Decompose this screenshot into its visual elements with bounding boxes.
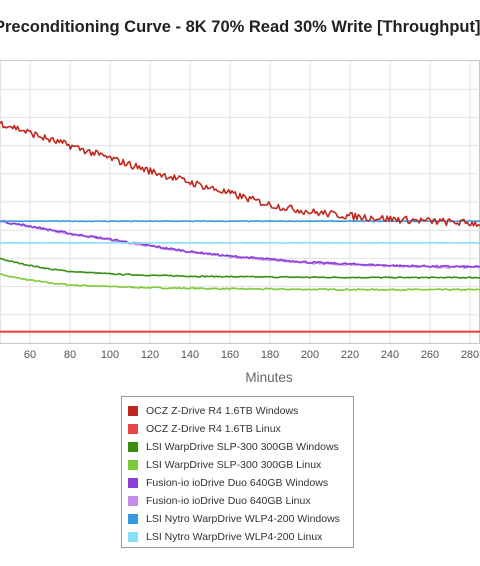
x-tick-label: 120 <box>141 349 159 361</box>
legend-swatch <box>128 514 138 524</box>
x-tick-label: 220 <box>341 349 359 361</box>
legend-label: LSI Nytro WarpDrive WLP4-200 Linux <box>146 531 323 543</box>
x-tick-label: 200 <box>301 349 319 361</box>
legend-label: LSI WarpDrive SLP-300 300GB Linux <box>146 459 322 471</box>
legend-item: LSI WarpDrive SLP-300 300GB Linux <box>128 456 353 474</box>
legend: OCZ Z-Drive R4 1.6TB Windows OCZ Z-Drive … <box>121 396 354 548</box>
series-line <box>0 257 480 279</box>
legend-item: LSI Nytro WarpDrive WLP4-200 Windows <box>128 510 353 528</box>
legend-item: OCZ Z-Drive R4 1.6TB Windows <box>128 402 353 420</box>
legend-label: OCZ Z-Drive R4 1.6TB Linux <box>146 423 281 435</box>
legend-swatch <box>128 532 138 542</box>
x-tick-label: 140 <box>181 349 199 361</box>
x-tick-label: 60 <box>24 349 36 361</box>
legend-swatch <box>128 442 138 452</box>
legend-item: LSI Nytro WarpDrive WLP4-200 Linux <box>128 528 353 546</box>
x-axis-title: Minutes <box>245 370 293 385</box>
legend-swatch <box>128 424 138 434</box>
legend-swatch <box>128 496 138 506</box>
x-tick-label: 260 <box>421 349 439 361</box>
legend-swatch <box>128 460 138 470</box>
legend-label: Fusion-io ioDrive Duo 640GB Linux <box>146 495 311 507</box>
legend-item: Fusion-io ioDrive Duo 640GB Linux <box>128 492 353 510</box>
x-tick-label: 180 <box>261 349 279 361</box>
legend-label: Fusion-io ioDrive Duo 640GB Windows <box>146 477 329 489</box>
legend-swatch <box>128 406 138 416</box>
series-line <box>0 219 480 269</box>
x-tick-label: 280 <box>461 349 479 361</box>
grid <box>0 61 480 343</box>
chart-title: Preconditioning Curve - 8K 70% Read 30% … <box>0 18 480 36</box>
legend-label: OCZ Z-Drive R4 1.6TB Windows <box>146 405 299 417</box>
x-tick-label: 240 <box>381 349 399 361</box>
legend-item: OCZ Z-Drive R4 1.6TB Linux <box>128 420 353 438</box>
series-line <box>0 120 480 228</box>
legend-item: Fusion-io ioDrive Duo 640GB Windows <box>128 474 353 492</box>
series-line <box>0 241 480 244</box>
series-layer <box>0 120 480 333</box>
x-tick-label: 160 <box>221 349 239 361</box>
legend-swatch <box>128 478 138 488</box>
legend-label: LSI Nytro WarpDrive WLP4-200 Windows <box>146 513 340 525</box>
legend-label: LSI WarpDrive SLP-300 300GB Windows <box>146 441 339 453</box>
x-tick-labels: 60 80 100 120 140 160 180 200 220 240 260 280 <box>24 349 479 361</box>
legend-item: LSI WarpDrive SLP-300 300GB Windows <box>128 438 353 456</box>
x-tick-label: 100 <box>101 349 119 361</box>
x-tick-label: 80 <box>64 349 76 361</box>
series-line <box>0 272 480 292</box>
